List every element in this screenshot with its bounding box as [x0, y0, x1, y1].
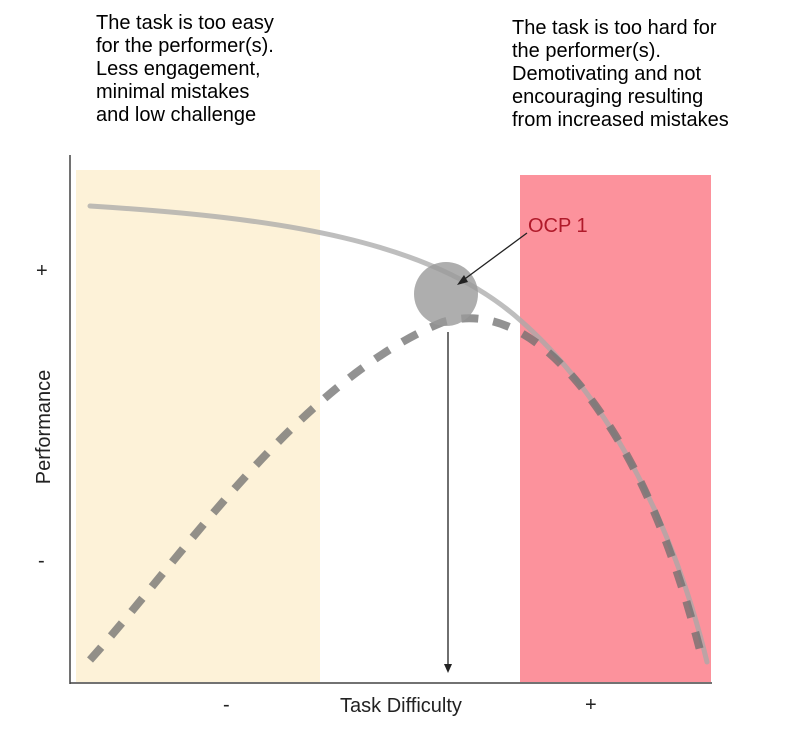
callout-line — [461, 232, 528, 282]
easy-zone-note: The task is too easy for the performer(s… — [96, 12, 274, 126]
hard-zone-note: The task is too hard for the performer(s… — [512, 17, 729, 131]
ocp-label: OCP 1 — [528, 215, 588, 237]
callout-arrowhead — [457, 275, 468, 285]
dashed-performance-curve — [87, 314, 706, 663]
y-axis-title: Performance — [33, 370, 55, 485]
ocp-point-marker — [414, 262, 478, 326]
x-minus-label: - — [223, 694, 230, 716]
drop-line-arrowhead — [444, 664, 452, 673]
easy-zone — [76, 170, 320, 682]
y-minus-label: - — [38, 550, 45, 572]
x-plus-label: + — [585, 694, 597, 716]
y-plus-label: + — [36, 260, 48, 282]
x-axis-title: Task Difficulty — [340, 695, 462, 717]
